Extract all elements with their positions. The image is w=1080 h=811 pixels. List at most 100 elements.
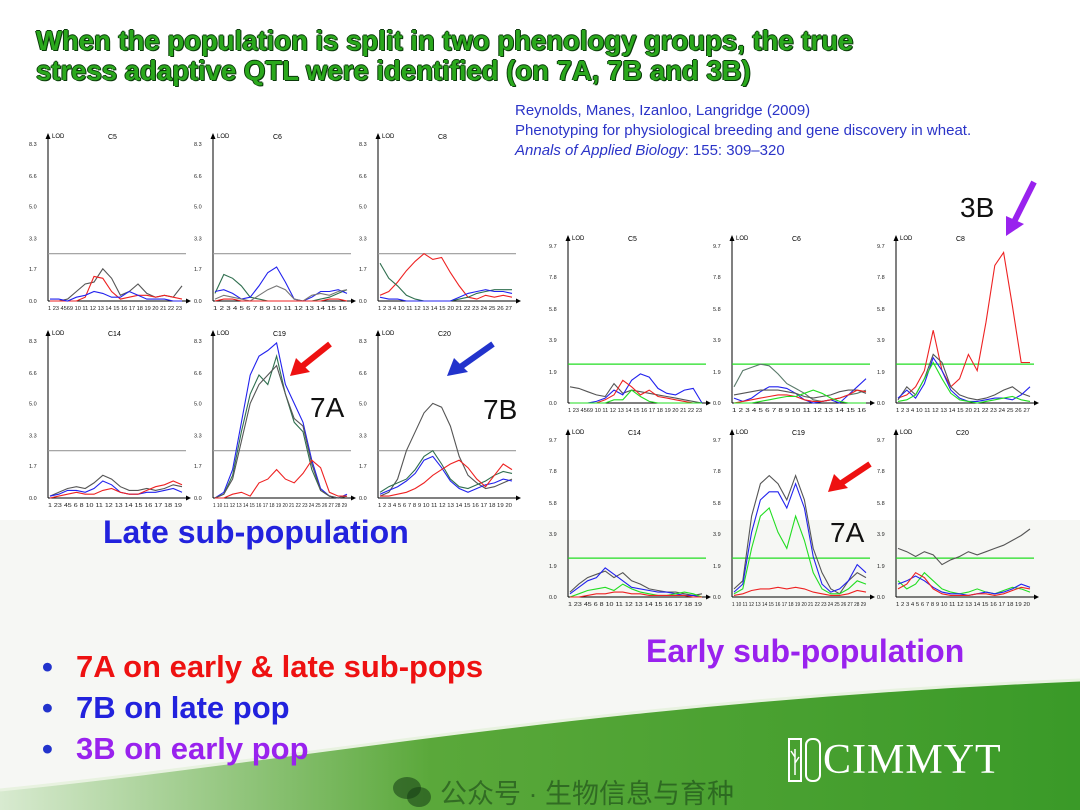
watermark: 公众号 · 生物信息与育种 — [392, 772, 734, 811]
purple-arrow-icon — [1006, 180, 1037, 236]
lod-chart-early-c8: LOD C8 0.0 1.9 3.9 5.8 7.8 9.7 1 2 3 4 10 11 12 … — [877, 235, 1039, 413]
y-tick-label: 9.7 — [713, 438, 721, 444]
lod-chart-late-c20: LOD C20 0.0 1.7 3.3 5.0 6.6 8.3 1 2 3 4 5 6 7 8 … — [359, 330, 521, 508]
x-axis-arrow-icon — [870, 594, 875, 600]
citation: Reynolds, Manes, Izanloo, Langridge (200… — [515, 101, 971, 161]
y-tick-label: 0.0 — [194, 299, 202, 305]
y-tick-label: 6.6 — [29, 174, 37, 180]
watermark-text: 公众号 · 生物信息与育种 — [440, 779, 734, 809]
x-tick-labels: 1 2 3 4 5 6 7 8 9 10 11 12 13 14 15 16 — [213, 306, 347, 311]
title-line-1: When the population is split in two phen… — [36, 25, 854, 56]
lod-series-line — [50, 290, 182, 302]
y-tick-label: 9.7 — [877, 438, 885, 444]
y-tick-label: 9.7 — [549, 244, 557, 250]
y-axis-arrow-icon — [210, 133, 216, 139]
y-tick-label: 6.6 — [29, 371, 37, 377]
logo-text: CIMMYT — [823, 737, 1002, 783]
lod-chart-late-c6: LOD C6 0.0 1.7 3.3 5.0 6.6 8.3 1 2 3 4 5 6 7 8 9… — [194, 133, 356, 311]
bullet-text: 7A on early & late sub-pops — [76, 649, 484, 684]
label-7a-late: 7A — [310, 392, 345, 423]
lod-series-line — [733, 586, 867, 596]
y-axis-arrow-icon — [565, 235, 571, 241]
blue-arrow-icon — [447, 341, 495, 376]
lod-series-line — [50, 275, 183, 302]
y-axis-arrow-icon — [893, 429, 899, 435]
bullet-icon: • — [42, 690, 53, 725]
y-tick-label: 5.0 — [29, 204, 37, 210]
x-axis-arrow-icon — [1034, 400, 1039, 406]
y-tick-label: 8.3 — [194, 339, 202, 345]
x-axis-arrow-icon — [351, 298, 356, 304]
chart-title: C14 — [628, 430, 641, 437]
y-axis-label: LOD — [572, 236, 585, 242]
x-tick-labels: 1 2 3 4 5 6 7 8 9 10 11 12 13 14 15 16 1… — [378, 503, 512, 508]
lod-series-line — [49, 480, 183, 497]
lod-series-line — [897, 571, 1031, 596]
y-tick-label: 1.7 — [359, 464, 367, 470]
y-tick-label: 5.8 — [877, 307, 885, 313]
lod-series-line — [379, 449, 513, 493]
lod-series-line — [49, 480, 183, 499]
x-axis-arrow-icon — [516, 495, 521, 501]
red-arrow-early-icon — [828, 461, 872, 492]
x-axis-arrow-icon — [1034, 594, 1039, 600]
y-tick-label: 1.7 — [194, 464, 202, 470]
lod-series-line — [379, 253, 513, 300]
y-tick-label: 3.3 — [29, 237, 37, 243]
lod-series-line — [734, 389, 866, 404]
lod-series-line — [897, 571, 1031, 595]
y-tick-label: 3.9 — [549, 338, 557, 344]
y-axis-arrow-icon — [45, 133, 51, 139]
late-subpop-label: Late sub-population — [103, 514, 409, 550]
y-axis-label: LOD — [736, 236, 749, 242]
bullet-list: • 7A on early & late sub-pops • 7B on late… — [42, 646, 483, 769]
lod-series-line — [897, 356, 1031, 402]
x-tick-labels: 1 23 45 6 8 10 11 12 13 14 15 16 17 18 1… — [568, 602, 702, 607]
lod-series-line — [379, 455, 513, 495]
y-axis-arrow-icon — [565, 429, 571, 435]
lod-series-line — [897, 353, 1031, 401]
y-tick-label: 5.0 — [29, 401, 37, 407]
x-axis-arrow-icon — [351, 495, 356, 501]
bullet-icon: • — [42, 649, 53, 684]
y-tick-label: 1.9 — [713, 564, 721, 570]
y-tick-label: 5.8 — [713, 307, 721, 313]
citation-authors: Reynolds, Manes, Izanloo, Langridge (200… — [515, 102, 811, 119]
label-7b-late: 7B — [483, 394, 518, 425]
lod-series-line — [569, 583, 703, 598]
lod-chart-early-c19: LOD C19 0.0 1.9 3.9 5.8 7.8 9.7 1 10 11 12 13 14… — [713, 429, 875, 607]
y-tick-label: 8.3 — [29, 142, 37, 148]
lod-series-line — [897, 251, 1030, 399]
lod-series-line — [215, 459, 347, 499]
x-tick-labels: 1 2 3 4 10 11 12 13 14 15 20 21 22 23 24… — [896, 408, 1030, 413]
y-tick-label: 5.0 — [359, 401, 367, 407]
lod-series-line — [897, 575, 1031, 596]
bullet-text: 7B on late pop — [76, 690, 290, 725]
y-tick-label: 0.0 — [359, 496, 367, 502]
y-tick-label: 0.0 — [29, 299, 37, 305]
y-tick-label: 3.3 — [359, 237, 367, 243]
y-axis-label: LOD — [900, 430, 913, 436]
y-tick-label: 5.8 — [549, 501, 557, 507]
early-subpop-label: Early sub-population — [646, 633, 965, 669]
cimmyt-logo: CIMMYT — [787, 736, 1002, 784]
y-tick-label: 0.0 — [194, 496, 202, 502]
slide-title: When the population is split in two phen… — [36, 26, 1076, 86]
y-tick-label: 1.9 — [877, 370, 885, 376]
y-tick-label: 0.0 — [713, 401, 721, 407]
lod-series-line — [379, 289, 513, 302]
chart-title: C19 — [273, 331, 286, 338]
lod-chart-early-c14: LOD C14 0.0 1.9 3.9 5.8 7.8 9.7 1 23 45 6 8 10 1… — [549, 429, 711, 607]
y-tick-label: 7.8 — [549, 275, 557, 281]
lod-chart-late-c19: LOD C19 0.0 1.7 3.3 5.0 6.6 8.3 1 10 11 12 13 14… — [194, 330, 356, 508]
y-tick-label: 3.3 — [194, 237, 202, 243]
bullet-item: • 7B on late pop — [42, 687, 483, 728]
y-tick-label: 7.8 — [713, 275, 721, 281]
y-axis-label: LOD — [52, 331, 65, 337]
x-tick-labels: 1 2 3 4 10 11 12 13 14 15 20 21 22 23 24… — [378, 306, 512, 311]
y-axis-label: LOD — [572, 430, 585, 436]
chart-title: C6 — [792, 236, 801, 243]
x-tick-labels: 1 2 3 4 5 6 7 8 9 10 11 12 13 14 15 16 1… — [896, 602, 1030, 607]
chart-title: C6 — [273, 134, 282, 141]
chart-title: C8 — [438, 134, 447, 141]
